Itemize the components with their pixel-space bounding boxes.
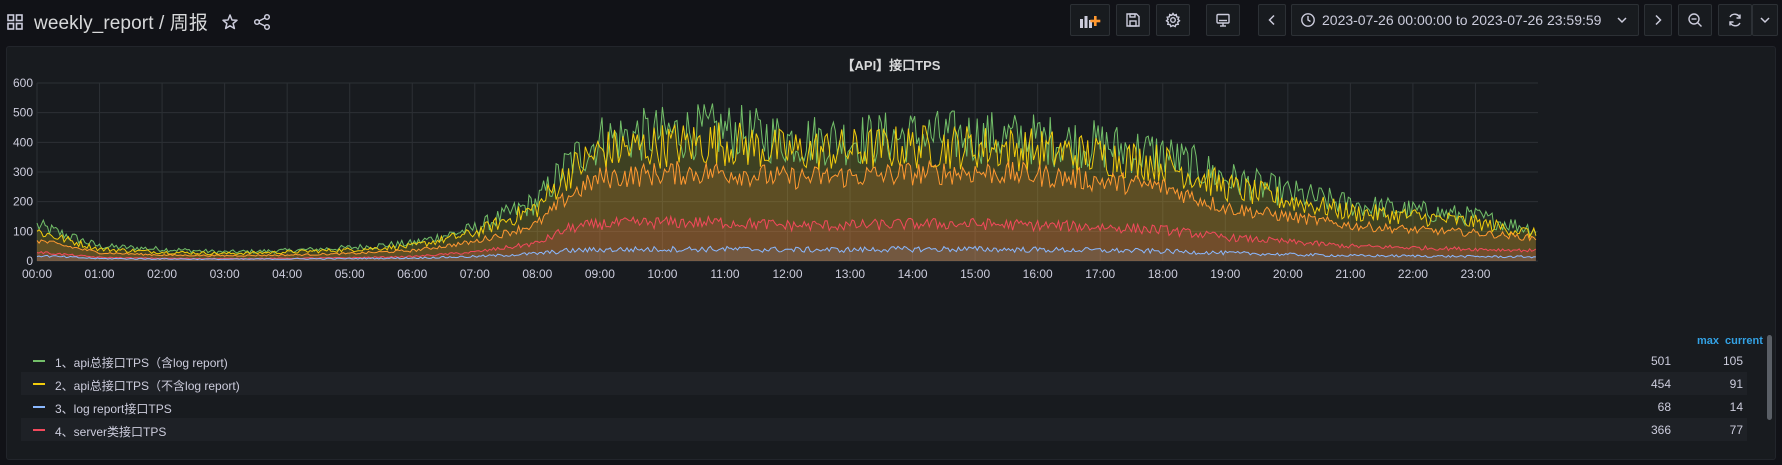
chart-areas (37, 103, 1536, 261)
legend-max-value: 454 (1650, 377, 1671, 391)
x-axis: 00:00 01:00 02:00 03:00 04:00 05:00 06:00 07:00… (22, 267, 1491, 281)
settings-icon (1165, 12, 1181, 28)
time-back-icon (1268, 14, 1275, 26)
x-tick-label: 05:00 (335, 267, 365, 281)
series-1-line[interactable] (36, 103, 1537, 255)
x-tick-label: 19:00 (1210, 267, 1240, 281)
apps-icon[interactable] (6, 13, 24, 31)
legend-series-name[interactable]: 3、log report接口TPS (55, 402, 172, 416)
dashboard-title[interactable]: weekly_report / 周报 (34, 13, 208, 34)
legend-scrollbar[interactable] (1767, 335, 1772, 420)
tv-mode-button[interactable] (1206, 4, 1240, 36)
legend-row-4[interactable]: 4、server类接口TPS 366 77 (21, 418, 1747, 441)
time-range-forward-button[interactable] (1644, 4, 1672, 36)
legend-max-value: 366 (1650, 423, 1671, 437)
x-tick-label: 17:00 (1085, 267, 1115, 281)
x-tick-label: 01:00 (85, 267, 115, 281)
legend-header-current[interactable]: current (1725, 335, 1763, 347)
time-range-back-button[interactable] (1258, 4, 1286, 36)
zoom-out-button[interactable] (1678, 4, 1712, 36)
chart-lines (36, 103, 1537, 261)
x-tick-label: 06:00 (397, 267, 427, 281)
legend-series-name[interactable]: 2、api总接口TPS（不含log report) (55, 379, 240, 393)
chevron-down-icon (1617, 17, 1627, 24)
y-tick-label: 400 (13, 135, 33, 149)
add-panel-icon (1080, 16, 1101, 28)
x-tick-label: 13:00 (835, 267, 865, 281)
legend-series-name[interactable]: 1、api总接口TPS（含log report) (55, 356, 228, 370)
star-icon[interactable] (220, 12, 240, 32)
legend-row-1[interactable]: 1、api总接口TPS（含log report) 501 105 (21, 349, 1747, 372)
dashboard-title-area: weekly_report / 周报 (6, 8, 272, 35)
y-tick-label: 500 (13, 106, 33, 120)
legend-color-swatch[interactable] (33, 406, 45, 408)
series-4-area (37, 161, 1536, 261)
x-tick-label: 11:00 (710, 267, 739, 281)
x-tick-label: 03:00 (210, 267, 240, 281)
save-dashboard-button[interactable] (1116, 4, 1150, 36)
x-tick-label: 04:00 (272, 267, 302, 281)
series-3-area (37, 246, 1536, 261)
y-axis: 0 100 200 300 400 500 600 (13, 76, 33, 268)
x-tick-label: 23:00 (1460, 267, 1490, 281)
legend-row-2[interactable]: 2、api总接口TPS（不含log report) 454 91 (21, 372, 1747, 395)
y-tick-label: 300 (13, 165, 33, 179)
series-1-area (37, 103, 1536, 261)
clock-icon (1301, 13, 1315, 27)
tps-chart[interactable]: 0 100 200 300 400 500 600 00:00 01:00 02:00 03:00… (7, 47, 1777, 317)
series-secondary-line[interactable] (36, 214, 1537, 260)
legend-current-value: 77 (1729, 423, 1743, 437)
refresh-interval-caret-icon (1760, 17, 1770, 24)
x-tick-label: 12:00 (772, 267, 802, 281)
legend-max-value: 501 (1650, 354, 1671, 368)
x-tick-label: 18:00 (1148, 267, 1178, 281)
x-tick-label: 16:00 (1023, 267, 1053, 281)
top-navbar: weekly_report / 周报 2023-07-26 00:00:00 t… (0, 0, 1782, 40)
y-tick-label: 600 (13, 76, 33, 90)
x-tick-label: 14:00 (898, 267, 928, 281)
x-tick-label: 10:00 (647, 267, 677, 281)
x-tick-label: 20:00 (1273, 267, 1303, 281)
legend-max-value: 68 (1657, 400, 1671, 414)
x-tick-label: 22:00 (1398, 267, 1428, 281)
x-tick-label: 07:00 (460, 267, 490, 281)
series-2-line[interactable] (36, 122, 1537, 256)
tv-mode-icon (1216, 13, 1230, 27)
legend-color-swatch[interactable] (33, 360, 45, 362)
legend-current-value: 105 (1722, 354, 1743, 368)
x-tick-label: 08:00 (522, 267, 552, 281)
x-tick-label: 02:00 (147, 267, 177, 281)
time-range-text: 2023-07-26 00:00:00 to 2023-07-26 23:59:… (1322, 12, 1602, 28)
legend-series-name[interactable]: 4、server类接口TPS (55, 425, 167, 439)
series-secondary-area (37, 216, 1536, 261)
dashboard-settings-button[interactable] (1156, 4, 1190, 36)
panel-title[interactable]: 【API】接口TPS (841, 58, 941, 73)
legend-header-max[interactable]: max (1697, 335, 1720, 347)
y-tick-label: 0 (26, 254, 33, 268)
refresh-button[interactable] (1718, 4, 1752, 36)
y-tick-label: 200 (13, 195, 33, 209)
x-tick-label: 21:00 (1335, 267, 1365, 281)
x-tick-label: 15:00 (960, 267, 990, 281)
share-icon[interactable] (252, 12, 272, 32)
legend-color-swatch[interactable] (33, 429, 45, 431)
time-range-picker[interactable]: 2023-07-26 00:00:00 to 2023-07-26 23:59:… (1291, 4, 1639, 36)
refresh-interval-button[interactable] (1752, 4, 1778, 36)
time-forward-icon (1655, 14, 1662, 26)
legend-current-value: 91 (1729, 377, 1743, 391)
series-3-line[interactable] (36, 245, 1536, 261)
save-icon (1126, 13, 1140, 27)
legend-row-3[interactable]: 3、log report接口TPS 68 14 (21, 395, 1747, 418)
legend-current-value: 14 (1729, 400, 1743, 414)
series-2-area (37, 122, 1536, 261)
legend-color-swatch[interactable] (33, 383, 45, 385)
series-4-line[interactable] (36, 159, 1537, 257)
refresh-icon (1729, 13, 1741, 27)
graph-panel: 【API】接口TPS 0 100 200 300 400 500 600 00:00 01:0… (6, 46, 1776, 460)
y-tick-label: 100 (13, 224, 33, 238)
x-tick-label: 00:00 (22, 267, 52, 281)
x-tick-label: 09:00 (585, 267, 615, 281)
zoom-out-icon (1688, 13, 1702, 27)
add-panel-button[interactable] (1070, 4, 1110, 36)
